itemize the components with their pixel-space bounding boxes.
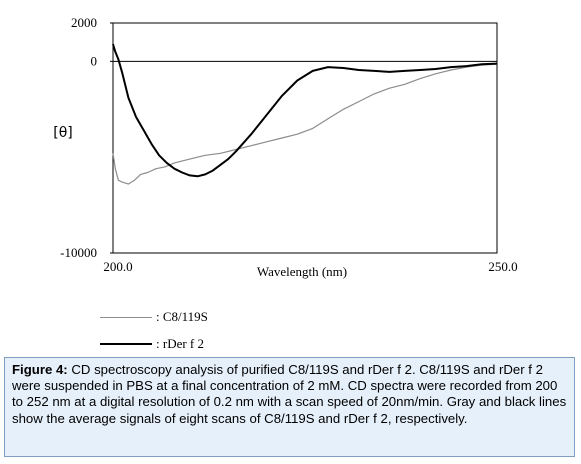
series-line-0 (112, 63, 498, 185)
plot-frame (112, 22, 498, 254)
y-tick-label-1: 0 (91, 53, 98, 68)
legend-item-c8-119s: : C8/119S (100, 309, 208, 325)
x-tick-label-1: 250.0 (488, 259, 517, 274)
legend-label-c8-119s: : C8/119S (156, 309, 208, 324)
figure-caption-label: Figure 4: (12, 362, 68, 377)
figure-caption-text: CD spectroscopy analysis of purified C8/… (12, 362, 567, 426)
series-line-1 (112, 43, 498, 178)
legend-item-rder-f2: : rDer f 2 (100, 336, 204, 352)
chart-svg: 2000 0 -10000 200.0 250.0 Wavelength (nm) [θ] (53, 15, 517, 279)
x-axis-label: Wavelength (nm) (257, 264, 347, 279)
legend-label-rder-f2: : rDer f 2 (156, 336, 205, 351)
x-tick-label-0: 200.0 (103, 259, 132, 274)
y-axis-label: [θ] (53, 125, 73, 141)
y-tick-label-0: 2000 (71, 15, 97, 30)
legend-swatch-c8-119s (100, 316, 152, 318)
cd-spectrum-chart: 2000 0 -10000 200.0 250.0 Wavelength (nm) [θ] (53, 15, 517, 279)
y-tick-label-2: -10000 (60, 245, 97, 260)
legend-swatch-rder-f2 (100, 343, 152, 345)
figure-caption: Figure 4: CD spectroscopy analysis of pu… (4, 357, 575, 457)
